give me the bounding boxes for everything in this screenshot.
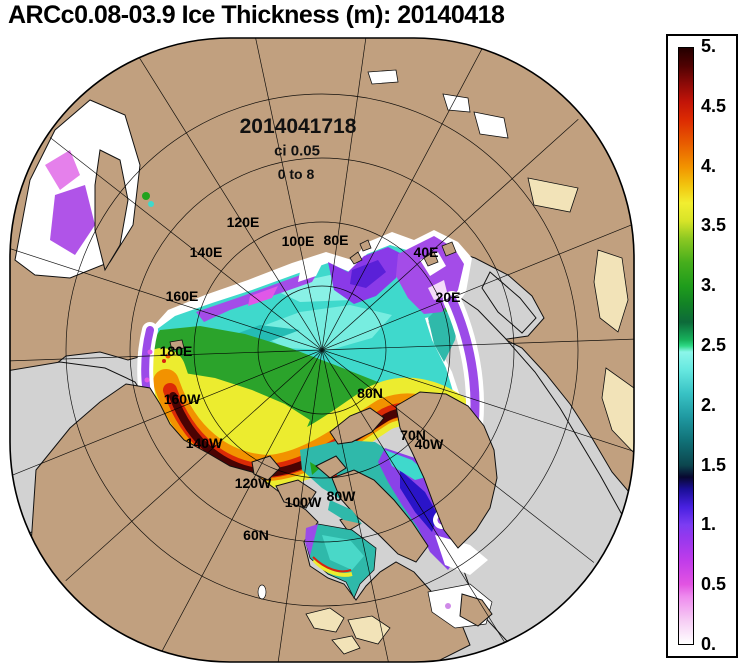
land-devon-island <box>315 455 347 479</box>
land-svalbard-1 <box>423 251 439 267</box>
meridian-label: 120W <box>234 475 272 491</box>
meridian-label: 20E <box>435 289 461 305</box>
land-victoria-island <box>275 479 317 509</box>
meridian-label: 40W <box>414 436 444 452</box>
ice-fringe-siberia-magenta <box>248 286 278 306</box>
meridian-label: 180E <box>159 343 193 359</box>
ice-hudson-cyan <box>322 535 364 570</box>
lake-huron-ontario <box>347 615 391 645</box>
land-severnaya-1 <box>349 251 363 265</box>
ice-baffin-darkblue <box>400 470 438 532</box>
sea-white <box>481 271 537 334</box>
meridian-label: 80E <box>323 232 349 248</box>
ice-wrangel-red <box>162 359 166 363</box>
colorbar-tick-label: 2.5 <box>701 335 727 356</box>
lake-superior <box>305 607 345 633</box>
land-north-america <box>29 383 471 662</box>
meridian-label: 140W <box>185 435 223 451</box>
land-wrangel <box>169 339 185 351</box>
meridian-label: 160E <box>165 288 199 304</box>
colorbar-gradient <box>678 47 694 645</box>
annotation-model-run: 2014041718 <box>239 115 357 138</box>
colorbar-tick-label: 4. <box>701 156 717 177</box>
ice-hudson-purple-edge <box>305 524 318 556</box>
ice-baffin-cyan <box>385 450 430 480</box>
ice-labrador-white <box>435 535 488 575</box>
colorbar-tick-label: 3. <box>701 275 717 296</box>
outside-domain-land-3 <box>601 367 634 456</box>
lake-michigan-erie <box>331 635 361 655</box>
meridian-label: 160W <box>163 391 201 407</box>
parallel-label: 60N <box>243 527 269 543</box>
domain-boundary <box>9 37 635 663</box>
colorbar-tick-label: 1.5 <box>701 455 727 476</box>
siberia-lake-3 <box>473 111 509 139</box>
ice-gulf-purple-speck <box>445 603 451 609</box>
annotation-contour-interval: ci 0.05 <box>274 142 320 160</box>
ice-wrangel-orange <box>165 353 171 359</box>
colorbar-tick-label: 1. <box>701 514 717 535</box>
land-ellesmere-island <box>329 407 385 445</box>
ice-hudson-yellow-arc <box>312 558 353 577</box>
kuril-ice-green <box>142 192 150 200</box>
annotation-contour-range: 0 to 8 <box>277 166 315 182</box>
land-kamchatka <box>94 149 129 272</box>
siberia-lake-1 <box>367 69 399 85</box>
meridian-label: 100E <box>281 233 315 249</box>
okhotsk-ice-purple <box>50 185 95 255</box>
parallel-label: 80N <box>357 385 383 401</box>
ice-chukchi-magenta-2 <box>144 377 150 383</box>
colorbar-tick-label: 0. <box>701 634 717 655</box>
siberia-lake-2 <box>442 93 471 113</box>
colorbar-tick-label: 0.5 <box>701 574 727 595</box>
outside-domain-land-1 <box>527 177 579 213</box>
ice-chukchi-magenta-1 <box>147 349 153 355</box>
meridian-label: 100W <box>284 494 322 510</box>
ice-fringe-kara-white-2 <box>428 280 448 300</box>
graticule <box>10 38 634 662</box>
colorbar-tick-label: 3.5 <box>701 215 727 236</box>
meridian-label: 140E <box>189 244 223 260</box>
parallel-label: 70N <box>400 427 426 443</box>
meridian-label: 120E <box>226 214 260 230</box>
colorbar-tick-label: 5. <box>701 36 717 57</box>
meridian-label: 80W <box>326 488 356 504</box>
colorbar-tick-label: 2. <box>701 395 717 416</box>
lake-winnipeg <box>257 584 267 600</box>
kuril-ice-cyan <box>148 201 154 207</box>
meridian-label: 40E <box>413 244 439 260</box>
ice-fringe-siberia-white-gap <box>298 264 322 282</box>
land-newfoundland <box>459 593 493 627</box>
land-severnaya-2 <box>359 239 372 252</box>
okhotsk-ice-magenta <box>45 150 80 190</box>
page-title: ARCc0.08-03.9 Ice Thickness (m): 2014041… <box>8 1 505 29</box>
land-banks-island <box>251 455 281 481</box>
ice-hudson-red-arc <box>312 556 352 573</box>
colorbar-tick-label: 4.5 <box>701 96 727 117</box>
ice-channel-green-speck <box>310 462 320 475</box>
land-svalbard-2 <box>441 241 457 257</box>
outside-domain-land-2 <box>593 249 629 333</box>
ice-foxe-basin <box>328 500 362 524</box>
